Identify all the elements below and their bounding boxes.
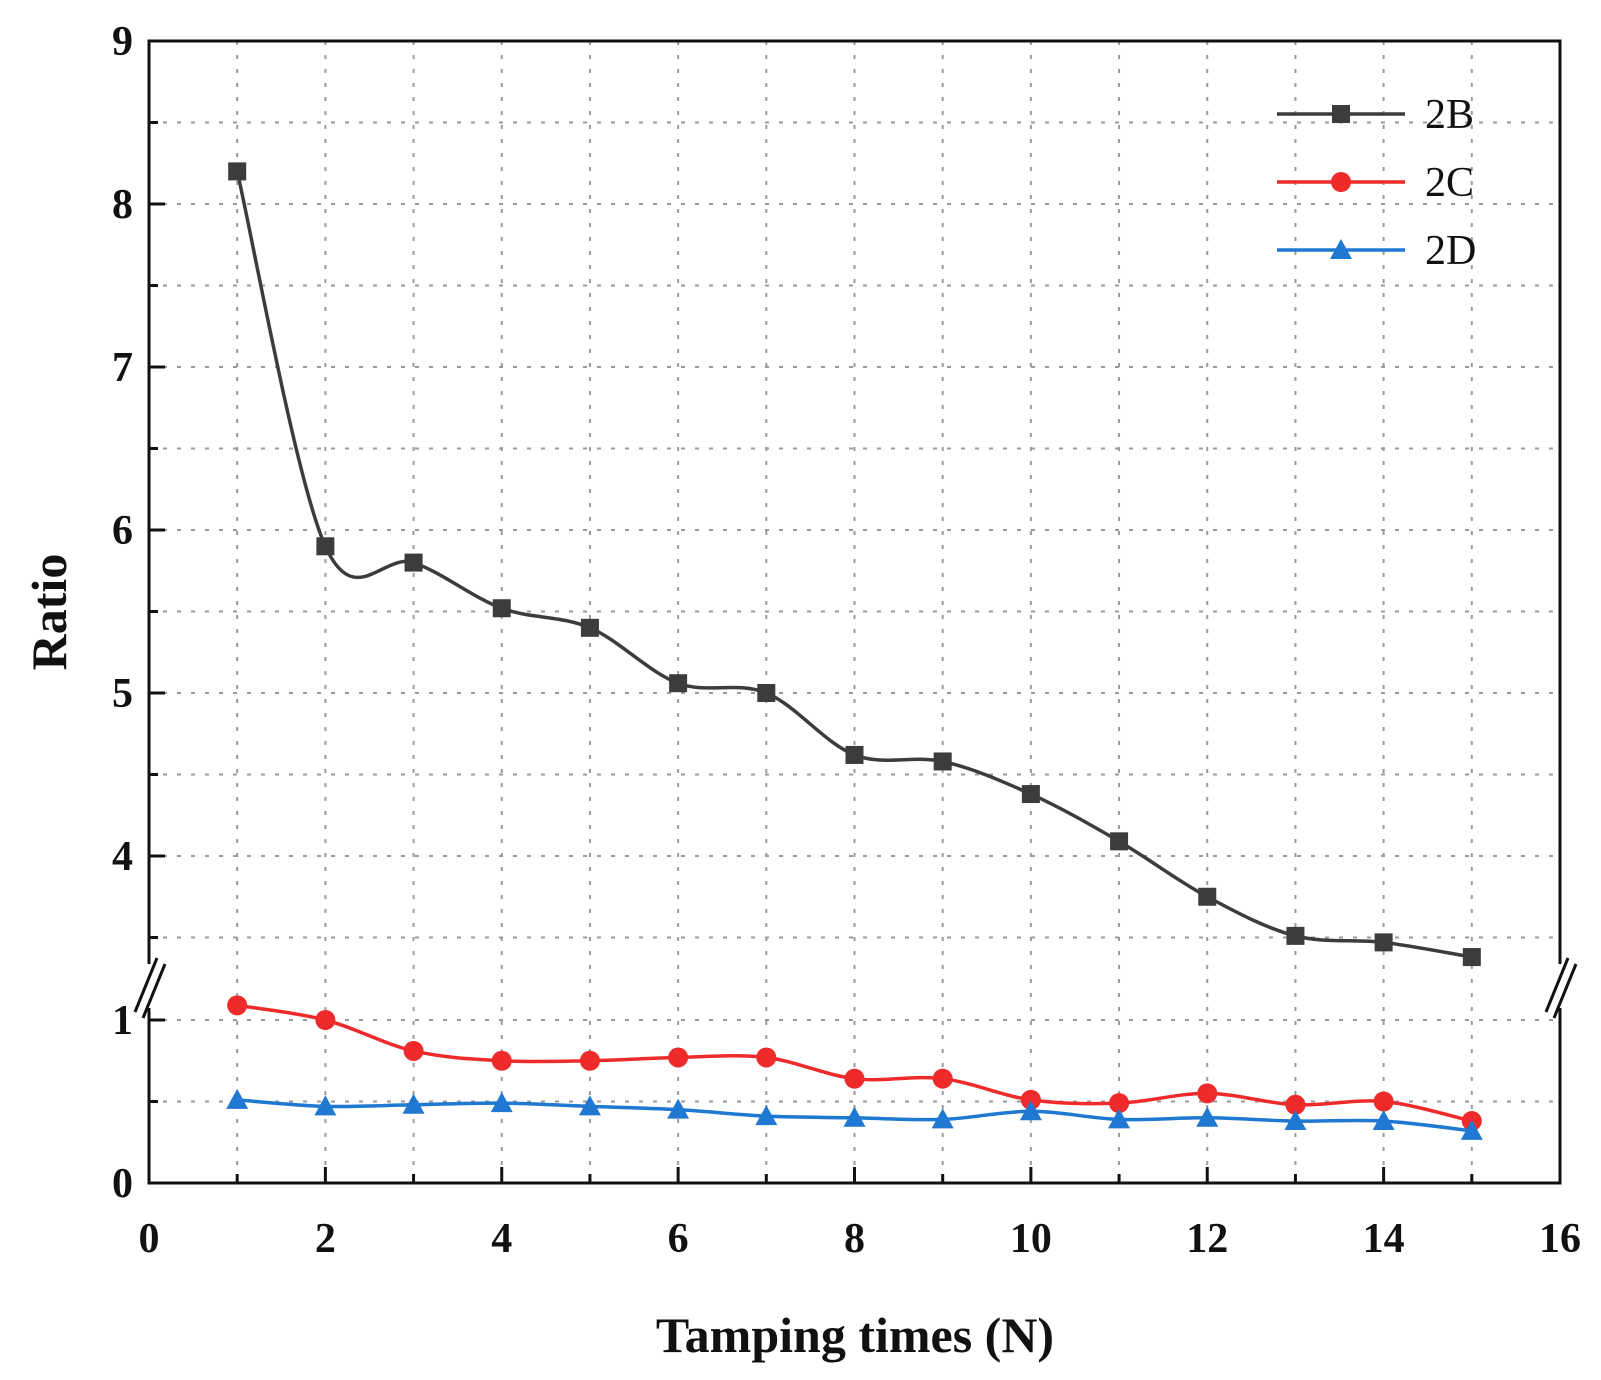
y-tick-label: 7	[112, 345, 133, 391]
legend-item-2c: 2C	[1277, 160, 1474, 206]
y-tick-label: 0	[112, 1161, 133, 1207]
data-point-2b	[1198, 887, 1217, 906]
data-point-2c	[932, 1068, 953, 1089]
data-point-2c	[1285, 1094, 1306, 1115]
data-point-2b	[492, 599, 511, 618]
data-point-2d	[843, 1106, 866, 1127]
data-point-2d	[1460, 1119, 1483, 1140]
data-point-2c	[315, 1010, 336, 1030]
data-point-2c	[1020, 1089, 1041, 1110]
data-point-2c	[1197, 1083, 1218, 1104]
data-point-2d	[1196, 1106, 1219, 1127]
legend-label-2c: 2C	[1425, 160, 1474, 206]
x-tick-label: 4	[491, 1216, 512, 1262]
legend-label-2b: 2B	[1425, 92, 1474, 138]
legend: 2B 2C 2D	[1277, 92, 1476, 274]
data-point-2c	[668, 1047, 689, 1068]
data-point-2b	[1110, 832, 1129, 851]
data-point-2d	[578, 1095, 601, 1116]
data-point-2d	[402, 1093, 425, 1114]
y-tick-label: 4	[112, 834, 133, 880]
data-point-2b	[1021, 785, 1040, 804]
x-axis-title: Tamping times (N)	[656, 1307, 1054, 1363]
legend-item-2d: 2D	[1277, 228, 1476, 274]
data-point-2c	[491, 1050, 512, 1071]
x-tick-label: 8	[844, 1216, 865, 1262]
data-point-2c	[403, 1040, 424, 1061]
y-tick-label: 5	[112, 671, 133, 717]
x-tick-label: 14	[1363, 1216, 1405, 1262]
data-point-2b	[845, 745, 864, 764]
data-point-2c	[227, 995, 248, 1016]
x-tick-label: 12	[1186, 1216, 1228, 1262]
data-point-2b	[1462, 948, 1481, 967]
axis-break-marks	[133, 957, 1578, 1019]
y-tick-label: 9	[112, 19, 133, 65]
data-point-2d	[1108, 1108, 1131, 1129]
data-point-2d	[755, 1105, 778, 1126]
legend-item-2b: 2B	[1277, 92, 1474, 138]
data-point-2b	[1286, 926, 1305, 945]
data-point-2b	[933, 752, 952, 771]
data-point-2c	[844, 1068, 865, 1089]
series-line-2b	[235, 170, 1473, 959]
x-tick-label: 6	[668, 1216, 689, 1262]
series-layer	[226, 162, 1483, 1140]
axis-break-mark-right	[1544, 957, 1570, 1013]
series-2d	[226, 1088, 1483, 1140]
data-point-2d	[226, 1088, 249, 1109]
data-point-2c	[1373, 1091, 1394, 1112]
axis-break-mark-left	[133, 957, 159, 1013]
data-point-2b	[228, 162, 247, 181]
data-point-2c	[1109, 1093, 1130, 1114]
data-point-2d	[1019, 1100, 1042, 1121]
series-2b	[228, 162, 1481, 967]
legend-marker-2b	[1332, 105, 1350, 123]
data-point-2c	[579, 1050, 600, 1071]
axis-break-mark-left	[141, 963, 167, 1019]
data-point-2d	[667, 1098, 690, 1119]
data-point-2b	[757, 684, 776, 702]
x-tick-label: 16	[1539, 1216, 1581, 1262]
y-tick-label: 6	[112, 508, 133, 554]
grid-lines	[149, 41, 1560, 1183]
x-tick-label: 2	[315, 1216, 336, 1262]
data-point-2c	[756, 1047, 777, 1068]
axis-ticks	[147, 39, 1562, 1185]
data-point-2b	[316, 537, 335, 556]
data-point-2d	[1372, 1110, 1395, 1131]
y-tick-label: 8	[112, 182, 133, 228]
y-axis-title: Ratio	[21, 554, 77, 671]
x-tick-label: 0	[139, 1216, 160, 1262]
x-tick-label: 10	[1010, 1216, 1052, 1262]
data-point-2b	[580, 618, 599, 637]
data-point-2d	[490, 1092, 513, 1113]
data-point-2d	[1284, 1110, 1307, 1131]
axis-break-mark-right	[1552, 963, 1578, 1019]
y-tick-label: 1	[112, 998, 133, 1044]
legend-label-2d: 2D	[1425, 228, 1476, 274]
data-point-2b	[1374, 933, 1393, 952]
data-point-2d	[314, 1095, 337, 1116]
data-point-2d	[931, 1108, 954, 1129]
legend-marker-2c	[1331, 172, 1351, 192]
data-point-2b	[669, 674, 688, 693]
data-point-2b	[404, 553, 423, 572]
legend-marker-2d	[1330, 239, 1352, 259]
